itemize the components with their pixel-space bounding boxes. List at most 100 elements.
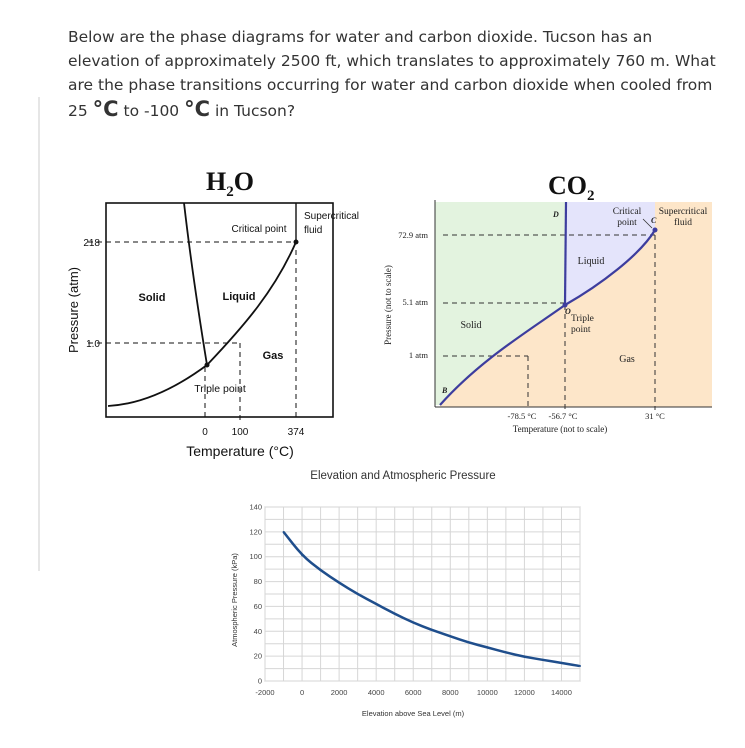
elevation-y-ticks: 0 20 40 60 80 100 120 140 [249,503,262,686]
series-data-point [375,603,378,605]
water-ylabel: Pressure (atm) [66,267,81,353]
x-tick-label: 14000 [551,688,572,697]
y-tick-label: 140 [249,503,262,512]
co2-xtick-m56: -56.7 °C [549,411,578,421]
series-data-point [282,530,285,533]
x-tick-label: 0 [300,688,304,697]
series-data-point [542,658,544,661]
series-data-point [430,629,433,631]
water-phase-diagram: H2O 218 1.0 0 100 374 Temperature (°C) P… [66,167,359,459]
co2-triple-point-marker [562,302,568,308]
water-critical-point-marker [293,239,299,245]
co2-super-label-2: fluid [674,217,692,228]
series-data-point [560,662,563,664]
x-tick-label: 6000 [405,688,422,697]
water-liquid-label: Liquid [223,291,256,303]
y-tick-label: 120 [249,527,262,536]
water-triple-point-marker [204,362,210,368]
co2-xtick-31: 31 °C [645,411,665,421]
co2-solid-label: Solid [460,320,481,331]
co2-critical-pointer [642,218,653,229]
elevation-series-points [282,530,581,667]
series-data-point [523,655,526,658]
question-text: Below are the phase diagrams for water a… [68,25,728,123]
elevation-chart-title: Elevation and Atmospheric Pressure [310,470,495,482]
water-ytick-1: 1.0 [86,339,100,350]
x-tick-label: 8000 [442,688,459,697]
x-tick-label: 12000 [514,688,535,697]
x-tick-label: 2000 [331,688,348,697]
elevation-pressure-chart: Elevation and Atmospheric Pressure 0 20 40… [230,470,581,718]
co2-point-c: C [651,216,657,225]
co2-vaporization-curve [564,229,656,306]
co2-ytick-72: 72.9 atm [398,230,428,240]
co2-critical-label-2: point [617,218,637,228]
co2-super-label-1: Supercritical [659,207,708,217]
water-triple-point-label: Triple point [194,383,246,395]
co2-melting-curve [563,201,568,306]
x-tick-label: 10000 [477,688,498,697]
co2-point-d: D [552,210,559,219]
series-data-point [356,593,359,595]
series-data-point [319,569,322,572]
co2-ytick-5: 5.1 atm [403,297,429,307]
co2-ytick-1: 1 atm [409,350,429,360]
co2-xtick-m78: -78.5 °C [508,411,537,421]
co2-gas-label: Gas [619,354,635,365]
water-supercritical-label-2: fluid [304,225,322,236]
co2-ylabel: Pressure (not to scale) [383,265,393,345]
co2-critical-label-1: Critical [613,207,642,217]
water-plot-frame [105,202,334,418]
y-tick-label: 20 [254,652,262,661]
co2-title: CO2 [548,171,595,204]
co2-sublimation-curve [439,304,566,406]
water-title: H2O [206,167,254,200]
y-tick-label: 40 [254,627,262,636]
degree-unit-1: °C [92,97,119,121]
water-sublimation-curve [107,364,208,407]
series-data-point [449,635,452,638]
co2-triple-label-1: Triple [571,314,594,324]
question-part-1: Below are the phase diagrams for water a… [68,28,716,120]
series-data-point [486,646,489,649]
water-supercritical-label-1: Supercritical [304,211,359,222]
degree-unit-2: °C [184,97,211,121]
co2-phase-diagram: CO2 72.9 atm 5.1 atm 1 atm -78.5 °C -56.… [383,171,712,434]
x-tick-label: 4000 [368,688,385,697]
series-data-point [301,554,303,557]
x-tick-label: -2000 [255,688,274,697]
water-melting-curve [183,202,208,366]
water-ytick-218: 218 [83,238,100,249]
co2-liquid-label: Liquid [578,256,605,267]
series-data-point [579,665,581,667]
elevation-ylabel: Atmospheric Pressure (kPa) [230,553,239,647]
co2-critical-point-marker [652,227,658,233]
y-tick-label: 60 [254,602,262,611]
co2-xlabel: Temperature (not to scale) [513,424,608,434]
series-data-point [467,641,470,644]
series-data-point [338,581,341,584]
co2-point-b: B [441,386,448,395]
y-tick-label: 0 [258,677,262,686]
water-vaporization-curve [206,241,297,366]
co2-triple-label-2: point [571,325,591,335]
water-xtick-374: 374 [288,427,305,438]
elevation-x-ticks: -2000 0 2000 4000 6000 8000 10000 12000 14000 [255,688,571,697]
series-data-point [504,651,507,654]
co2-liquid-region [565,202,655,305]
elevation-xlabel: Elevation above Sea Level (m) [362,709,465,718]
water-xtick-100: 100 [232,427,249,438]
water-solid-label: Solid [139,292,166,304]
question-part-3: in Tucson? [210,102,296,120]
series-data-point [412,621,415,624]
question-part-2: to -100 [118,102,185,120]
water-gas-label: Gas [263,350,284,362]
y-tick-label: 100 [249,552,262,561]
series-data-point [393,612,396,615]
question-left-border [38,97,40,571]
water-xtick-0: 0 [202,427,208,438]
water-xlabel: Temperature (°C) [186,443,294,459]
y-tick-label: 80 [254,577,262,586]
co2-point-o: O [565,307,571,316]
